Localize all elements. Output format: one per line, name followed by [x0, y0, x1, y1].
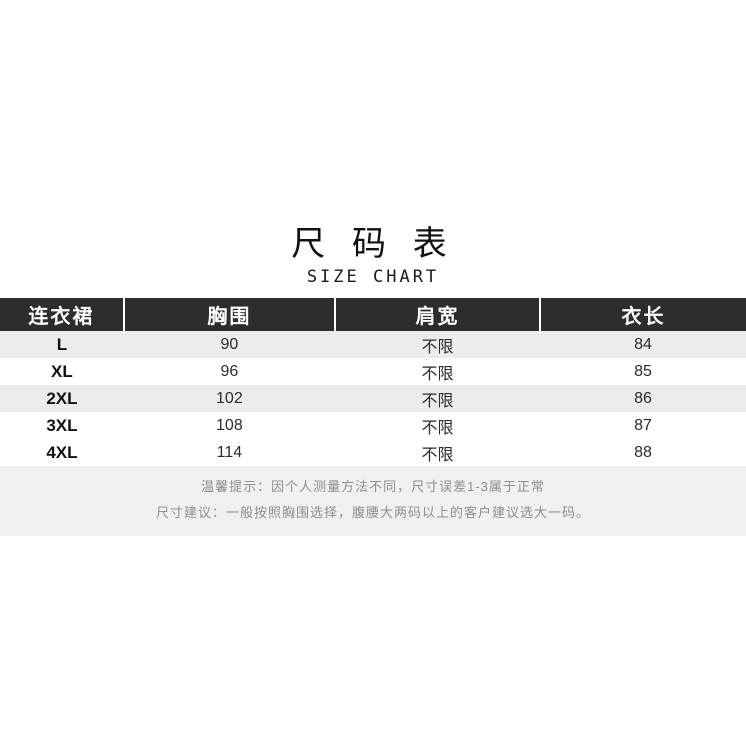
table-row: 4XL 114 不限 88: [0, 439, 746, 466]
table-row: XL 96 不限 85: [0, 358, 746, 385]
size-label: 4XL: [46, 442, 78, 462]
size-label: L: [56, 334, 68, 354]
page-subtitle: SIZE CHART: [306, 267, 440, 287]
title-block: 尺 码 表 SIZE CHART: [0, 224, 746, 287]
bust-value: 108: [216, 416, 243, 434]
bust-value: 90: [220, 335, 239, 353]
bust-value: 114: [216, 443, 243, 461]
size-table-body: L 90 不限 84 XL 96 不限 85 2XL 102 不限 86 3XL…: [0, 331, 746, 466]
size-table-header: 连衣裙 胸围 肩宽 衣长: [0, 298, 746, 331]
bust-value: 96: [220, 362, 239, 380]
table-row: L 90 不限 84: [0, 331, 746, 358]
size-label: 3XL: [46, 415, 78, 435]
col-header-garment: 连衣裙: [0, 298, 125, 331]
length-value: 84: [634, 335, 652, 353]
page-title: 尺 码 表: [291, 224, 455, 264]
note-measure-tip: 温馨提示：因个人测量方法不同，尺寸误差1-3属于正常: [201, 479, 545, 494]
header-row: 连衣裙 胸围 肩宽 衣长: [0, 298, 746, 331]
size-label: XL: [51, 361, 73, 381]
shoulder-value: 不限: [421, 365, 454, 383]
size-label: 2XL: [46, 388, 78, 408]
shoulder-value: 不限: [421, 446, 454, 464]
col-header-shoulder: 肩宽: [334, 298, 542, 331]
col-header-length: 衣长: [540, 298, 746, 331]
shoulder-value: 不限: [421, 338, 454, 356]
length-value: 86: [634, 389, 652, 407]
col-header-bust: 胸围: [123, 298, 336, 331]
notes-section: 温馨提示：因个人测量方法不同，尺寸误差1-3属于正常 尺寸建议：一般按照胸围选择…: [0, 466, 746, 536]
size-table: 连衣裙 胸围 肩宽 衣长 L 90 不限 84 XL 96 不限 85 2XL …: [0, 298, 746, 466]
note-size-suggestion: 尺寸建议：一般按照胸围选择，腹腰大两码以上的客户建议选大一码。: [155, 505, 590, 520]
length-value: 88: [634, 443, 652, 461]
bust-value: 102: [216, 389, 243, 407]
shoulder-value: 不限: [421, 392, 454, 410]
length-value: 87: [634, 416, 652, 434]
table-row: 2XL 102 不限 86: [0, 385, 746, 412]
shoulder-value: 不限: [421, 419, 454, 437]
table-row: 3XL 108 不限 87: [0, 412, 746, 439]
length-value: 85: [634, 362, 652, 380]
